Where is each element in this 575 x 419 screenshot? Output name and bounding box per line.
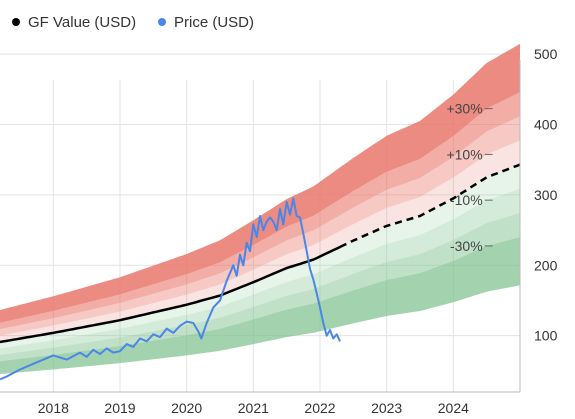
valuation-bands: [0, 43, 520, 374]
x-tick-label: 2020: [171, 400, 202, 416]
x-tick-label: 2023: [371, 400, 402, 416]
y-tick-label: 100: [534, 328, 558, 344]
band-label: -30%: [450, 238, 483, 254]
price-line: [0, 197, 341, 381]
legend-price-marker: [158, 18, 166, 26]
x-tick-label: 2024: [438, 400, 469, 416]
legend-gf-value-marker: [12, 18, 20, 26]
legend: GF Value (USD) Price (USD): [12, 14, 254, 31]
band-label: -10%: [450, 192, 483, 208]
legend-price-label: Price (USD): [174, 14, 254, 31]
band-labels: +30% +10% -10% -30%: [446, 101, 493, 254]
band-under-30: [0, 237, 520, 374]
gf-value-projection-line: [339, 163, 521, 249]
band-label: +10%: [446, 146, 482, 162]
price-series: [0, 197, 341, 381]
x-tick-label: 2019: [104, 400, 135, 416]
y-tick-label: 400: [534, 116, 558, 132]
axes: 100 200 300 400 500 2018 2019 2020 2021 2022 2023 2…: [0, 46, 558, 416]
gf-value-series: [0, 163, 521, 344]
x-tick-label: 2018: [38, 400, 69, 416]
band-label: +30%: [446, 101, 482, 117]
x-tick-label: 2022: [304, 400, 335, 416]
y-tick-label: 200: [534, 257, 558, 273]
legend-gf-value-label: GF Value (USD): [28, 14, 136, 31]
y-tick-label: 500: [534, 46, 558, 62]
gf-value-line: [0, 245, 341, 344]
x-tick-label: 2021: [238, 400, 269, 416]
y-tick-label: 300: [534, 187, 558, 203]
